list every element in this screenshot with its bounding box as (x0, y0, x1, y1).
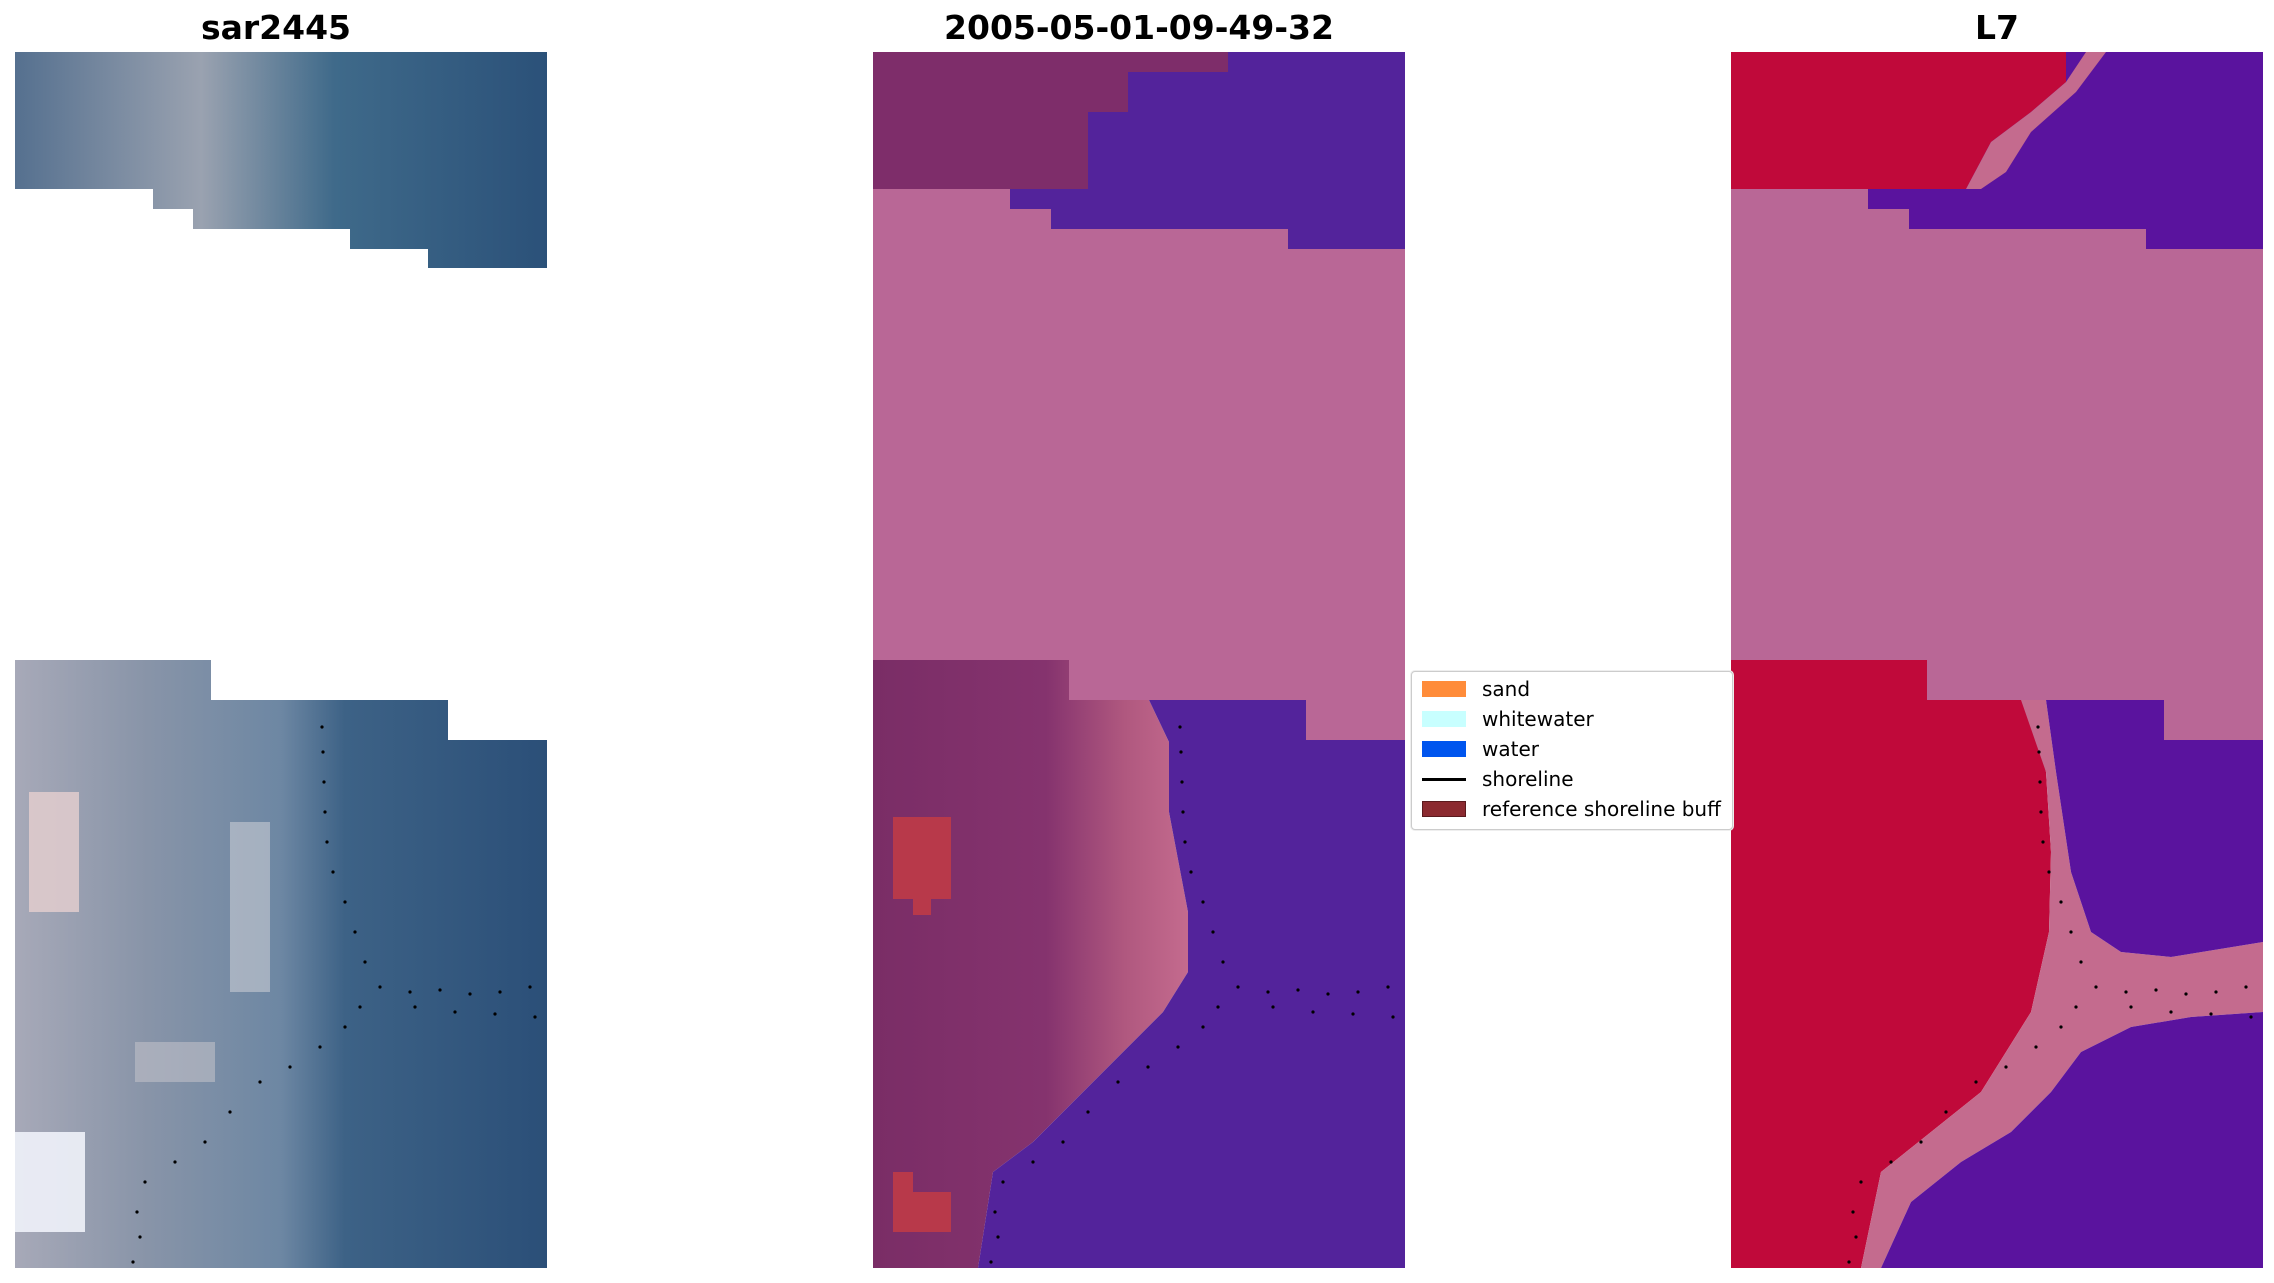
legend-label: shoreline (1482, 767, 1574, 791)
water-swatch (1422, 741, 1466, 757)
legend-item-water: water (1422, 736, 1539, 762)
legend-label: water (1482, 737, 1539, 761)
shoreline-dots (131, 725, 537, 1264)
legend-item-sand: sand (1422, 676, 1530, 702)
l7-image-panel (1731, 52, 2263, 1268)
classified-image-panel (873, 52, 1405, 1268)
title-panel-1: sar2445 (200, 8, 352, 47)
legend-item-shoreline: shoreline (1422, 766, 1574, 792)
legend-item-reference-buffer: reference shoreline buff (1422, 796, 1721, 822)
legend-label: reference shoreline buff (1482, 797, 1721, 821)
title-panel-2: 2005-05-01-09-49-32 (944, 8, 1334, 47)
title-panel-3: L7 (1975, 8, 2019, 47)
legend-item-whitewater: whitewater (1422, 706, 1594, 732)
legend-label: sand (1482, 677, 1531, 701)
rgb-image-panel (15, 52, 547, 1268)
legend: sand whitewater water shoreline referenc… (1411, 671, 1733, 830)
sand-swatch (1422, 681, 1466, 697)
whitewater-swatch (1422, 711, 1466, 727)
shoreline-line-swatch (1422, 777, 1466, 781)
legend-label: whitewater (1482, 707, 1594, 731)
reference-buffer-swatch (1422, 801, 1466, 817)
